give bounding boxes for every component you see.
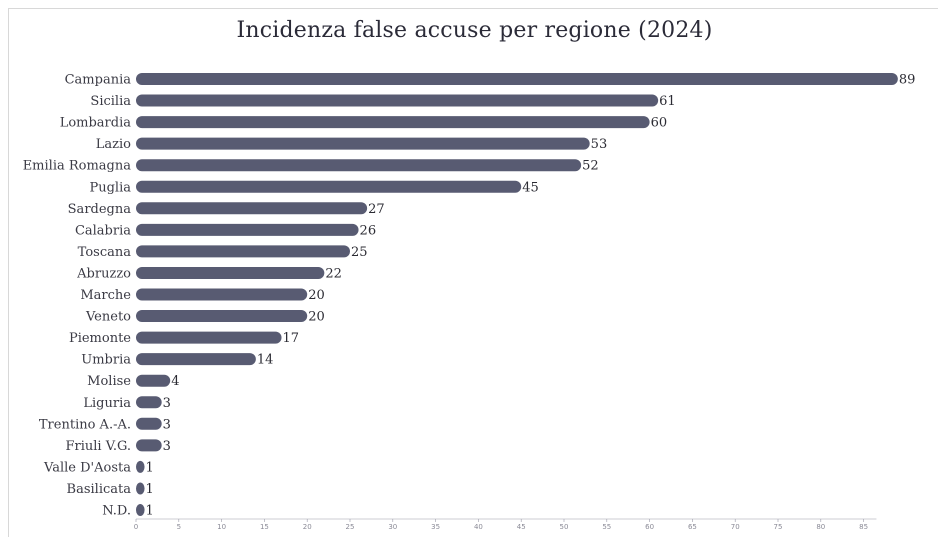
x-tick-label: 5 — [177, 523, 181, 531]
x-tick-label: 25 — [346, 523, 355, 531]
category-label-piemonte: Piemonte — [69, 331, 131, 346]
chart-title: Incidenza false accuse per regione (2024… — [236, 18, 713, 43]
bar-umbria — [136, 353, 256, 366]
value-label-friuli-v-g: 3 — [163, 439, 171, 454]
category-label-sicilia: Sicilia — [90, 94, 131, 109]
bar-trentino-a-a — [136, 417, 162, 430]
value-label-lombardia: 60 — [651, 116, 668, 131]
bar-friuli-v-g — [136, 439, 162, 452]
x-tick-label: 40 — [474, 523, 483, 531]
category-labels: Campania Sicilia Lombardia Lazio Emilia Roma… — [23, 73, 132, 519]
bar-emilia-romagna — [136, 159, 582, 172]
value-label-liguria: 3 — [163, 396, 171, 411]
x-tick-label: 0 — [134, 523, 138, 531]
category-label-lombardia: Lombardia — [60, 116, 132, 131]
x-tick-label: 50 — [560, 523, 569, 531]
category-label-emilia-romagna: Emilia Romagna — [23, 159, 132, 174]
bar-lombardia — [136, 116, 650, 129]
bar-toscana — [136, 245, 350, 258]
x-tick-label: 75 — [774, 523, 783, 531]
category-label-puglia: Puglia — [89, 180, 131, 195]
x-tick-label: 35 — [431, 523, 440, 531]
value-label-emilia-romagna: 52 — [582, 159, 599, 174]
category-label-toscana: Toscana — [78, 245, 132, 260]
category-label-molise: Molise — [87, 374, 131, 389]
x-tick-label: 45 — [517, 523, 526, 531]
value-label-molise: 4 — [171, 374, 179, 389]
category-label-friuli-v-g: Friuli V.G. — [65, 439, 131, 454]
bar-liguria — [136, 396, 162, 409]
bar-campania — [136, 73, 898, 85]
value-label-valle-d-aosta: 1 — [146, 460, 154, 475]
value-label-puglia: 45 — [522, 180, 539, 195]
value-label-basilicata: 1 — [146, 482, 154, 497]
bar-puglia — [136, 180, 522, 193]
category-label-marche: Marche — [80, 288, 131, 303]
category-label-veneto: Veneto — [85, 310, 131, 325]
category-label-basilicata: Basilicata — [67, 482, 132, 497]
category-label-valle-d-aosta: Valle D'Aosta — [43, 460, 131, 475]
bar-molise — [136, 374, 171, 387]
x-tick-label: 15 — [260, 523, 269, 531]
bar-sicilia — [136, 94, 659, 107]
value-label-piemonte: 17 — [283, 331, 300, 346]
x-tick-label: 85 — [859, 523, 868, 531]
bar-veneto — [136, 310, 308, 323]
category-label-umbria: Umbria — [81, 353, 131, 368]
category-label-calabria: Calabria — [75, 223, 131, 238]
category-label-campania: Campania — [65, 73, 132, 88]
bar-marche — [136, 288, 308, 301]
value-label-calabria: 26 — [360, 223, 377, 238]
x-tick-label: 55 — [602, 523, 611, 531]
value-label-marche: 20 — [308, 288, 325, 303]
value-label-sicilia: 61 — [659, 94, 676, 109]
value-label-sardegna: 27 — [368, 202, 385, 217]
bar-valle-d-aosta — [136, 460, 145, 473]
bar-n-d — [136, 504, 145, 516]
value-label-abruzzo: 22 — [325, 266, 342, 281]
bars-group — [136, 73, 898, 516]
bar-lazio — [136, 137, 590, 150]
x-tick-label: 80 — [816, 523, 825, 531]
category-label-trentino-a-a: Trentino A.-A. — [39, 417, 131, 432]
x-tick-label: 65 — [688, 523, 697, 531]
bar-basilicata — [136, 482, 145, 495]
category-label-lazio: Lazio — [96, 137, 131, 152]
x-tick-label: 30 — [388, 523, 397, 531]
bar-sardegna — [136, 202, 368, 215]
bar-piemonte — [136, 331, 282, 344]
value-label-campania: 89 — [899, 73, 916, 88]
value-label-umbria: 14 — [257, 353, 274, 368]
category-label-n-d: N.D. — [102, 504, 131, 519]
x-tick-label: 20 — [303, 523, 312, 531]
value-label-veneto: 20 — [308, 310, 325, 325]
x-tick-label: 10 — [217, 523, 226, 531]
x-tick-label: 60 — [645, 523, 654, 531]
value-label-n-d: 1 — [146, 504, 154, 519]
bar-abruzzo — [136, 266, 325, 279]
category-label-sardegna: Sardegna — [68, 202, 132, 217]
value-label-trentino-a-a: 3 — [163, 417, 171, 432]
value-label-toscana: 25 — [351, 245, 368, 260]
x-tick-label: 70 — [731, 523, 740, 531]
bar-calabria — [136, 223, 359, 236]
value-label-lazio: 53 — [591, 137, 608, 152]
x-axis: 0 5 10 15 20 25 30 35 40 45 50 55 60 65 70 75 80 85 — [134, 518, 877, 531]
category-label-abruzzo: Abruzzo — [76, 266, 131, 281]
category-label-liguria: Liguria — [83, 396, 131, 411]
